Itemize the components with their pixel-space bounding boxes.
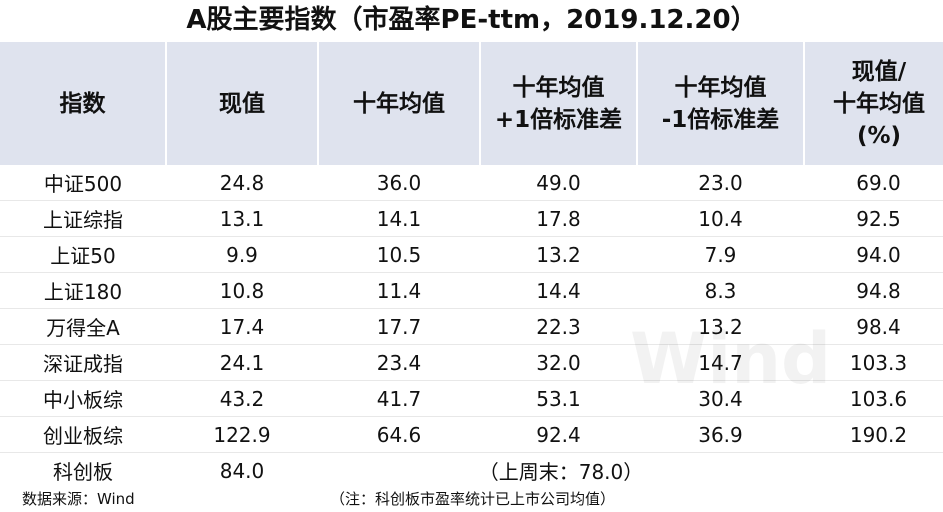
header-line: 十年均值 [833,90,925,117]
cell: 13.2 [637,308,804,345]
cell: 32.0 [480,344,637,381]
cell: 10.8 [166,272,318,309]
cell: 创业板综 [0,416,166,453]
cell: 36.0 [318,165,480,201]
cell: 22.3 [480,308,637,345]
cell: 36.9 [637,416,804,453]
header-line: 现值/ [851,58,907,85]
row: 中小板综 43.2 41.7 53.1 30.4 103.6 [0,380,943,417]
cell: 17.8 [480,200,637,237]
cell: 190.2 [804,416,943,453]
header-line: -1倍标准差 [661,106,780,133]
cell: 53.1 [480,380,637,417]
cell: 24.1 [166,344,318,381]
cell: 94.8 [804,272,943,309]
header-line: +1倍标准差 [494,106,623,133]
row: 万得全A 17.4 17.7 22.3 13.2 98.4 [0,308,943,345]
column-header: 指数 [0,42,166,165]
cell: 122.9 [166,416,318,453]
row: 深证成指 24.1 23.4 32.0 14.7 103.3 [0,344,943,381]
column-header: 现值/十年均值 (%) [803,42,943,165]
pe-table: 指数 现值 十年均值 十年均值 +1倍标准差 十年均值 -1倍标准差 现值/十年均值 (%) 中证… [0,42,943,488]
cell: 上证综指 [0,200,166,237]
cell: 10.5 [318,236,480,273]
cell: 上证180 [0,272,166,309]
cell: 98.4 [804,308,943,345]
column-header: 十年均值 [317,42,480,165]
cell: 深证成指 [0,344,166,381]
cell: 中证500 [0,165,166,201]
watermark: Wind [630,318,832,400]
cell: 9.9 [166,236,318,273]
cell: 69.0 [804,165,943,201]
cell: 94.0 [804,236,943,273]
column-header: 十年均值 -1倍标准差 [636,42,804,165]
cell: 17.4 [166,308,318,345]
header-line: (%) [856,122,902,149]
header-line: 指数 [59,90,106,117]
header-line: 十年均值 [353,90,445,117]
column-header: 现值 [165,42,318,165]
cell: 10.4 [637,200,804,237]
cell: 43.2 [166,380,318,417]
cell: 24.8 [166,165,318,201]
cell: 92.4 [480,416,637,453]
cell: 17.7 [318,308,480,345]
row: 科创板 84.0 （上周末：78.0） [0,453,943,489]
cell: 13.2 [480,236,637,273]
cell: 103.6 [804,380,943,417]
column-header: 十年均值 +1倍标准差 [479,42,637,165]
header-line: 现值 [219,90,265,117]
cell: 14.1 [318,200,480,237]
cell: 上证50 [0,236,166,273]
row: 创业板综 122.9 64.6 92.4 36.9 190.2 [0,416,943,453]
cell: 14.7 [637,344,804,381]
cell: 92.5 [804,200,943,237]
cell: 103.3 [804,344,943,381]
cell: 7.9 [637,236,804,273]
cell: 万得全A [0,308,166,345]
cell: 中小板综 [0,380,166,417]
row: 上证综指 13.1 14.1 17.8 10.4 92.5 [0,200,943,237]
cell: 8.3 [637,272,804,309]
note: （注：科创板市盈率统计已上市公司均值） [330,490,616,508]
cell: 23.4 [318,344,480,381]
cell: （上周末：78.0） [478,460,644,484]
cell: 30.4 [637,380,804,417]
header-line: 十年均值 [512,74,605,101]
cell: 84.0 [219,458,265,483]
cell: 科创板 [53,460,113,484]
cell: 49.0 [480,165,637,201]
cell: 13.1 [166,200,318,237]
cell: 14.4 [480,272,637,309]
row: 上证180 10.8 11.4 14.4 8.3 94.8 [0,272,943,309]
header-row: 指数 现值 十年均值 十年均值 +1倍标准差 十年均值 -1倍标准差 现值/十年均值 (%) [0,42,943,165]
cell: 23.0 [637,165,804,201]
cell: 64.6 [318,416,480,453]
cell: 11.4 [318,272,480,309]
row: 上证50 9.9 10.5 13.2 7.9 94.0 [0,236,943,273]
source: 数据来源：Wind [22,490,135,508]
row: 中证500 24.8 36.0 49.0 23.0 69.0 [0,165,943,201]
cell: 41.7 [318,380,480,417]
title: A股主要指数（市盈率PE-ttm，2019.12.20） [186,5,757,35]
header-line: 十年均值 [674,74,767,101]
